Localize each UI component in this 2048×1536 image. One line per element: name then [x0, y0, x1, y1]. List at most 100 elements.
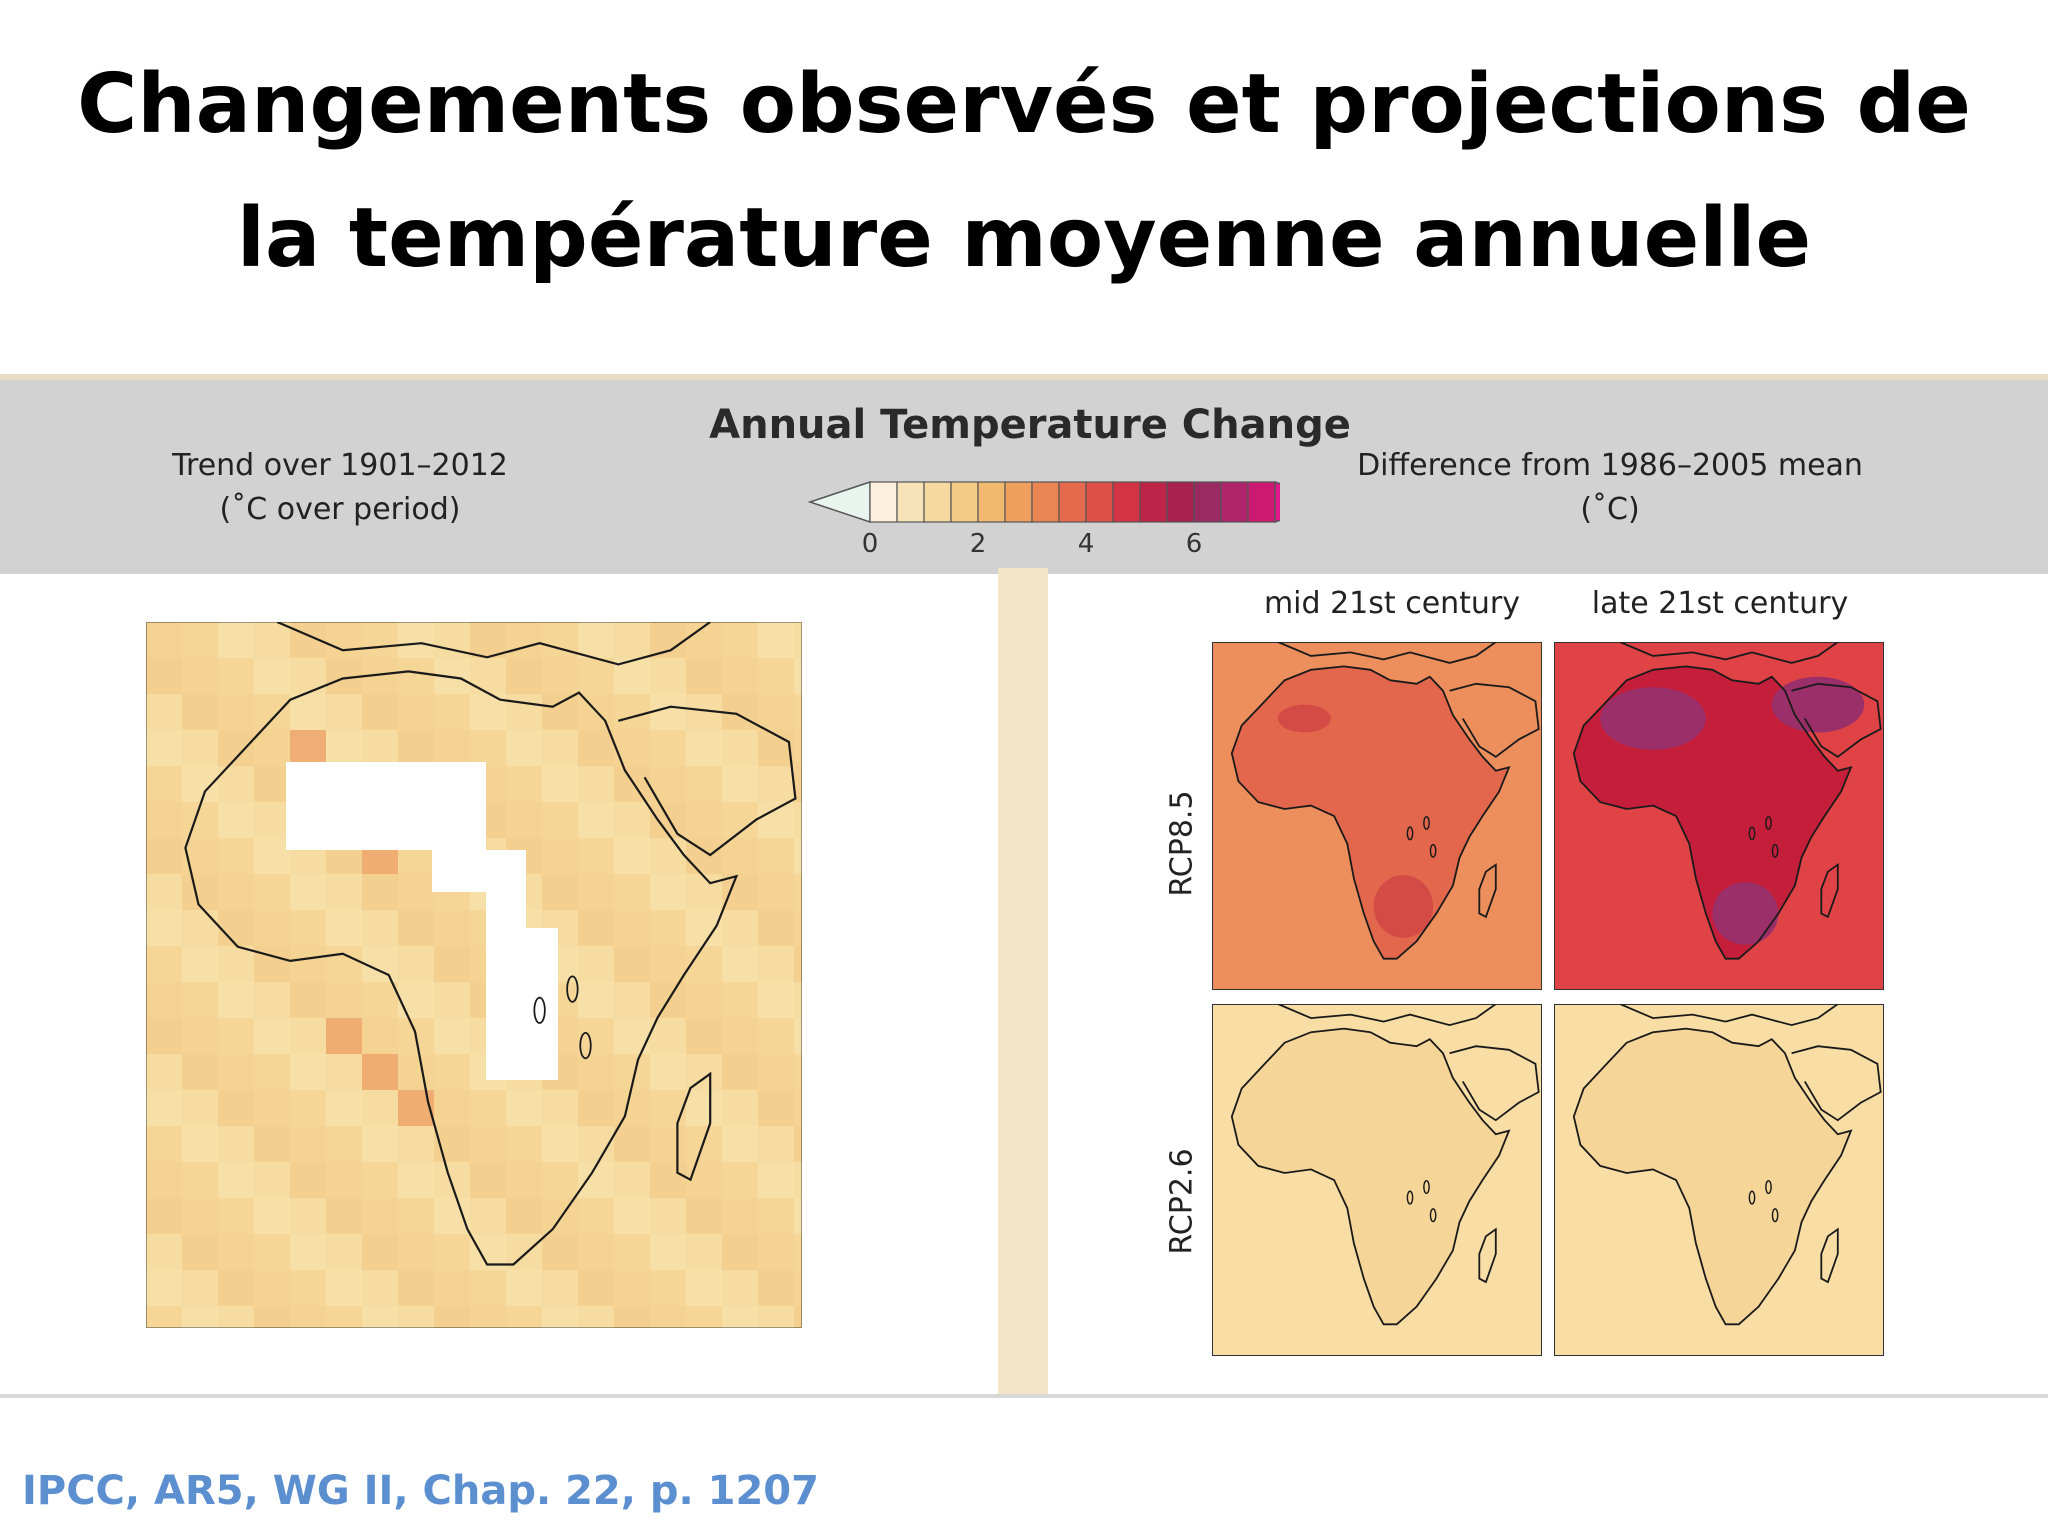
- trend-grid-cell: [182, 1198, 218, 1234]
- trend-grid-cell: [722, 838, 758, 874]
- trend-grid-cell: [794, 1162, 802, 1198]
- temperature-figure: Annual Temperature Change Trend over 190…: [0, 374, 2048, 1398]
- trend-grid-cell: [506, 1306, 542, 1328]
- slide-title-line-2: la température moyenne annuelle: [236, 191, 1812, 286]
- lake-outline: [533, 996, 546, 1024]
- panel-divider: [998, 568, 1048, 1394]
- trend-grid-cell: [506, 622, 542, 658]
- trend-grid-cell: [614, 982, 650, 1018]
- map-rcp26-mid-canvas: [1212, 1004, 1542, 1356]
- trend-grid-cell: [542, 1306, 578, 1328]
- trend-grid-cell: [758, 946, 794, 982]
- trend-grid-cell: [434, 946, 470, 982]
- trend-grid-cell: [146, 1306, 182, 1328]
- trend-grid-cell: [146, 838, 182, 874]
- trend-grid-cell: [146, 910, 182, 946]
- left-header-line-2: (˚C over period): [219, 492, 461, 527]
- trend-grid-cell: [470, 1306, 506, 1328]
- lake-outline: [1748, 1190, 1756, 1205]
- right-header: Difference from 1986–2005 mean (˚C): [1330, 444, 1890, 532]
- colorbar-swatch: [1112, 481, 1141, 523]
- trend-grid-cell-warm: [290, 730, 326, 766]
- trend-grid-cell: [758, 1018, 794, 1054]
- trend-grid-cell: [398, 1306, 434, 1328]
- trend-grid-cell: [470, 1162, 506, 1198]
- trend-grid-cell: [434, 694, 470, 730]
- trend-grid-cell: [758, 982, 794, 1018]
- trend-grid-cell: [254, 622, 290, 658]
- trend-grid-cell: [218, 1234, 254, 1270]
- trend-grid-cell: [362, 1162, 398, 1198]
- trend-grid-cell: [146, 766, 182, 802]
- lake-outline: [1406, 826, 1414, 841]
- trend-grid-cell: [578, 1090, 614, 1126]
- lake-outline: [1765, 1179, 1772, 1195]
- trend-grid-cell: [506, 802, 542, 838]
- trend-grid-cell: [146, 1270, 182, 1306]
- warming-hotspot: [1771, 676, 1865, 733]
- trend-grid-cell: [722, 622, 758, 658]
- trend-grid-cell: [578, 802, 614, 838]
- trend-grid-cell: [290, 910, 326, 946]
- colorbar-swatch: [950, 481, 979, 523]
- trend-grid-cell: [254, 1054, 290, 1090]
- trend-grid-cell: [758, 910, 794, 946]
- trend-grid-cell: [254, 910, 290, 946]
- trend-grid-cell: [506, 1090, 542, 1126]
- trend-grid-cell: [290, 1270, 326, 1306]
- europe-coastline: [1619, 1004, 1839, 1027]
- colorbar-tick-label: 4: [1078, 529, 1095, 559]
- trend-grid-cell: [650, 658, 686, 694]
- trend-grid-cell: [614, 1090, 650, 1126]
- trend-grid-cell: [794, 766, 802, 802]
- trend-grid-cell: [146, 1234, 182, 1270]
- arabia-coastline: [1791, 1045, 1882, 1122]
- trend-grid-cell: [434, 1198, 470, 1234]
- colorbar-tick-label: 0: [862, 529, 879, 559]
- slide-title-line-1: Changements observés et projections de: [77, 57, 1971, 152]
- trend-grid-cell: [722, 658, 758, 694]
- trend-grid-cell: [650, 1234, 686, 1270]
- source-citation: IPCC, AR5, WG II, Chap. 22, p. 1207: [22, 1468, 819, 1514]
- trend-grid-cell: [794, 622, 802, 658]
- trend-grid-cell: [650, 1018, 686, 1054]
- slide-title: Changements observés et projections de l…: [0, 38, 2048, 306]
- colorbar-swatch: [1085, 481, 1114, 523]
- trend-grid-cell: [614, 946, 650, 982]
- trend-grid-cell: [326, 1306, 362, 1328]
- trend-grid-cell: [794, 1198, 802, 1234]
- trend-grid-cell: [578, 766, 614, 802]
- trend-grid-cell: [686, 1306, 722, 1328]
- trend-grid-cell: [182, 730, 218, 766]
- arabia-coastline: [618, 705, 797, 857]
- trend-grid-cell: [686, 1198, 722, 1234]
- trend-grid-cell: [794, 730, 802, 766]
- colorbar-swatch: [1031, 481, 1060, 523]
- trend-grid-cell: [758, 1162, 794, 1198]
- trend-grid-cell: [218, 1090, 254, 1126]
- lake-outline: [1748, 826, 1756, 841]
- trend-grid-cell: [290, 694, 326, 730]
- trend-grid-cell: [722, 1054, 758, 1090]
- madagascar-coastline: [676, 1071, 712, 1182]
- trend-grid-cell: [686, 1162, 722, 1198]
- trend-grid-cell: [218, 802, 254, 838]
- trend-grid-cell: [362, 1198, 398, 1234]
- lake-outline: [1771, 843, 1779, 858]
- right-header-line-2: (˚C): [1580, 492, 1640, 527]
- trend-grid-cell: [542, 694, 578, 730]
- trend-grid-cell: [794, 982, 802, 1018]
- trend-grid-cell: [722, 946, 758, 982]
- trend-grid-cell: [290, 1162, 326, 1198]
- trend-grid-cell: [758, 694, 794, 730]
- trend-grid-cell: [146, 982, 182, 1018]
- lake-outline: [1406, 1190, 1414, 1205]
- trend-grid-cell: [794, 1018, 802, 1054]
- trend-grid-cell: [686, 1270, 722, 1306]
- trend-grid-cell: [218, 1198, 254, 1234]
- trend-grid-cell: [758, 1054, 794, 1090]
- trend-grid-cell: [326, 1198, 362, 1234]
- trend-grid-cell: [506, 1162, 542, 1198]
- trend-grid-cell: [362, 1126, 398, 1162]
- trend-grid-cell: [362, 1090, 398, 1126]
